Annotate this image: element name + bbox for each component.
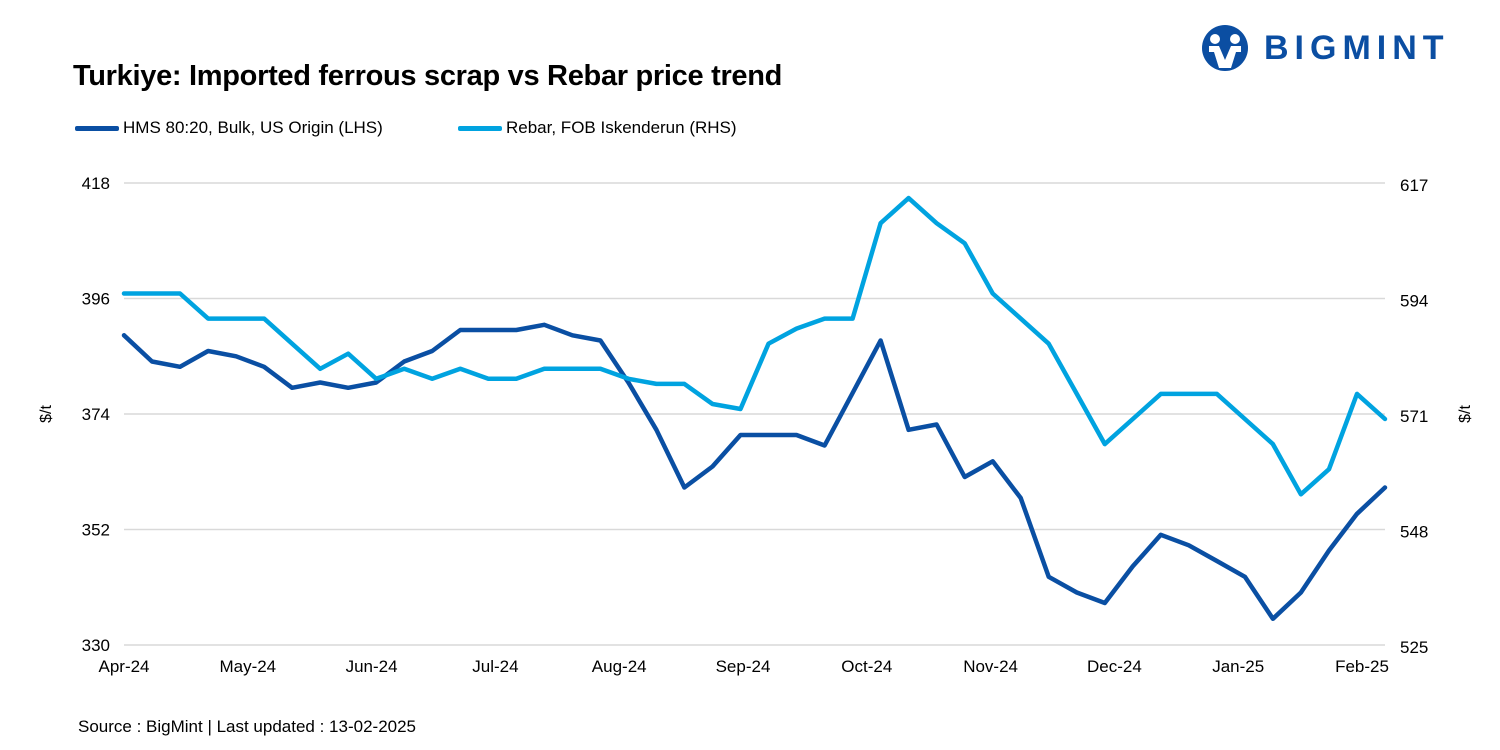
y-left-tick-label: 374: [82, 405, 110, 424]
y-left-tick-label: 418: [82, 174, 110, 193]
x-tick-label: Jun-24: [346, 657, 398, 676]
y-right-axis-label: $/t: [1457, 405, 1474, 423]
legend-label-rebar: Rebar, FOB Iskenderun (RHS): [506, 118, 737, 137]
legend-item-hms: HMS 80:20, Bulk, US Origin (LHS): [75, 118, 383, 138]
y-left-tick-label: 352: [82, 521, 110, 540]
x-tick-label: Sep-24: [716, 657, 771, 676]
x-tick-label: Feb-25: [1335, 657, 1389, 676]
y-right-tick-label: 594: [1400, 292, 1428, 311]
y-left-axis-label: $/t: [38, 405, 55, 423]
y-right-tick-label: 571: [1400, 407, 1428, 426]
x-tick-label: Nov-24: [963, 657, 1018, 676]
legend-label-hms: HMS 80:20, Bulk, US Origin (LHS): [123, 118, 383, 137]
y-right-tick-label: 617: [1400, 176, 1428, 195]
series-line-hms: [121, 322, 1388, 622]
x-tick-label: Jan-25: [1212, 657, 1264, 676]
legend-swatch-rebar: [458, 125, 502, 131]
logo-mark-icon: [1202, 25, 1248, 71]
y-left-tick-label: 330: [82, 636, 110, 655]
logo-text: BIGMINT: [1264, 28, 1450, 67]
x-tick-label: Oct-24: [841, 657, 892, 676]
y-right-tick-label: 525: [1400, 638, 1428, 657]
x-tick-label: Apr-24: [98, 657, 149, 676]
chart-title: Turkiye: Imported ferrous scrap vs Rebar…: [73, 60, 783, 92]
x-tick-label: Jul-24: [472, 657, 518, 676]
y-left-tick-label: 396: [82, 290, 110, 309]
source-note: Source : BigMint | Last updated : 13-02-…: [78, 717, 417, 736]
legend-item-rebar: Rebar, FOB Iskenderun (RHS): [458, 118, 737, 138]
x-tick-label: Aug-24: [592, 657, 647, 676]
series-line-rebar: [121, 195, 1388, 497]
bigmint-logo: BIGMINT: [1200, 24, 1450, 72]
x-tick-label: May-24: [219, 657, 276, 676]
x-tick-label: Dec-24: [1087, 657, 1142, 676]
legend-swatch-hms: [75, 125, 119, 131]
y-right-tick-label: 548: [1400, 523, 1428, 542]
